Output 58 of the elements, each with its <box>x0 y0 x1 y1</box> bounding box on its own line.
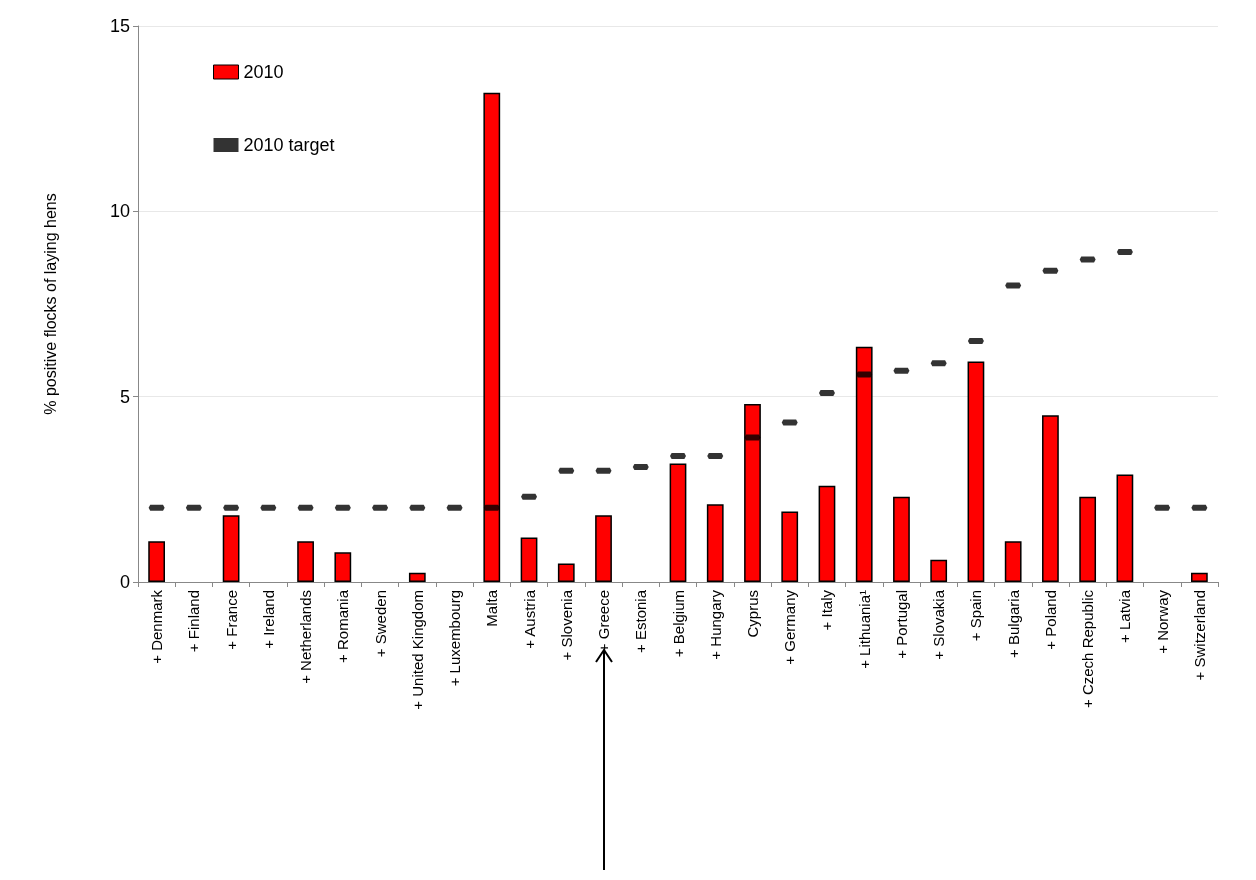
bar <box>483 92 501 582</box>
bar <box>744 404 761 582</box>
bar <box>930 559 948 582</box>
bar <box>595 515 612 582</box>
bar <box>818 485 836 582</box>
x-tick-label: + Bulgaria <box>1004 589 1022 658</box>
bar <box>1042 415 1059 582</box>
x-tick-label: + Denmark <box>148 589 166 664</box>
x-tick-label: + Romania <box>334 589 352 663</box>
x-tick-label: + Luxembourg <box>446 590 464 687</box>
x-tick-label: Cyprus <box>743 590 761 638</box>
x-tick-label: + Ireland <box>259 590 277 649</box>
x-tick-label: + Slovakia <box>930 589 948 660</box>
bar <box>1079 496 1097 582</box>
bar <box>669 463 687 582</box>
x-tick-label: + Belgium <box>669 590 687 658</box>
x-tick-label: + Finland <box>185 590 203 653</box>
bar <box>1004 541 1022 582</box>
x-tick-label: + Sweden <box>371 590 389 658</box>
y-tick-label: 10 <box>109 201 130 222</box>
bar <box>893 496 910 582</box>
bar <box>1116 474 1134 582</box>
x-tick-label: + Poland <box>1041 590 1059 650</box>
legend-label: 2010 <box>243 62 284 82</box>
x-tick-label: + Hungary <box>706 589 724 660</box>
bar <box>967 361 985 582</box>
legend-label: 2010 target <box>243 135 335 155</box>
y-tick-label: 0 <box>119 572 130 592</box>
x-tick-label: + Germany <box>781 589 799 665</box>
y-tick-label: 5 <box>119 386 130 407</box>
x-tick-label: + Austria <box>520 589 538 649</box>
x-tick-label: + Estonia <box>632 589 650 653</box>
y-axis-title: % positive flocks of laying hens <box>41 193 59 415</box>
x-tick-label: + United Kingdom <box>408 590 426 710</box>
x-tick-label: Malta <box>483 589 501 627</box>
x-tick-label: + Lithuania¹ <box>855 590 873 669</box>
x-tick-label: + Spain <box>967 590 985 642</box>
x-tick-label: + Switzerland <box>1190 590 1208 681</box>
x-tick-label: + France <box>222 590 240 650</box>
x-tick-label: + Slovenia <box>557 589 575 661</box>
x-tick-label: + Latvia <box>1116 589 1134 643</box>
bar <box>148 541 165 582</box>
x-tick-label: + Netherlands <box>297 590 315 684</box>
y-tick-label: 15 <box>109 16 130 36</box>
x-tick-label: + Italy <box>818 589 836 631</box>
bar <box>408 572 426 582</box>
bar <box>1191 572 1208 582</box>
bar <box>297 541 314 582</box>
bar <box>334 552 352 582</box>
x-tick-label: + Norway <box>1153 589 1171 654</box>
bar <box>855 346 873 582</box>
x-tick-label: + Portugal <box>892 590 910 659</box>
bar <box>557 563 575 582</box>
bar <box>520 537 538 582</box>
bar <box>781 511 799 582</box>
x-tick-label: + Czech Republic <box>1079 589 1097 708</box>
bar <box>706 504 724 582</box>
bar <box>222 515 240 582</box>
